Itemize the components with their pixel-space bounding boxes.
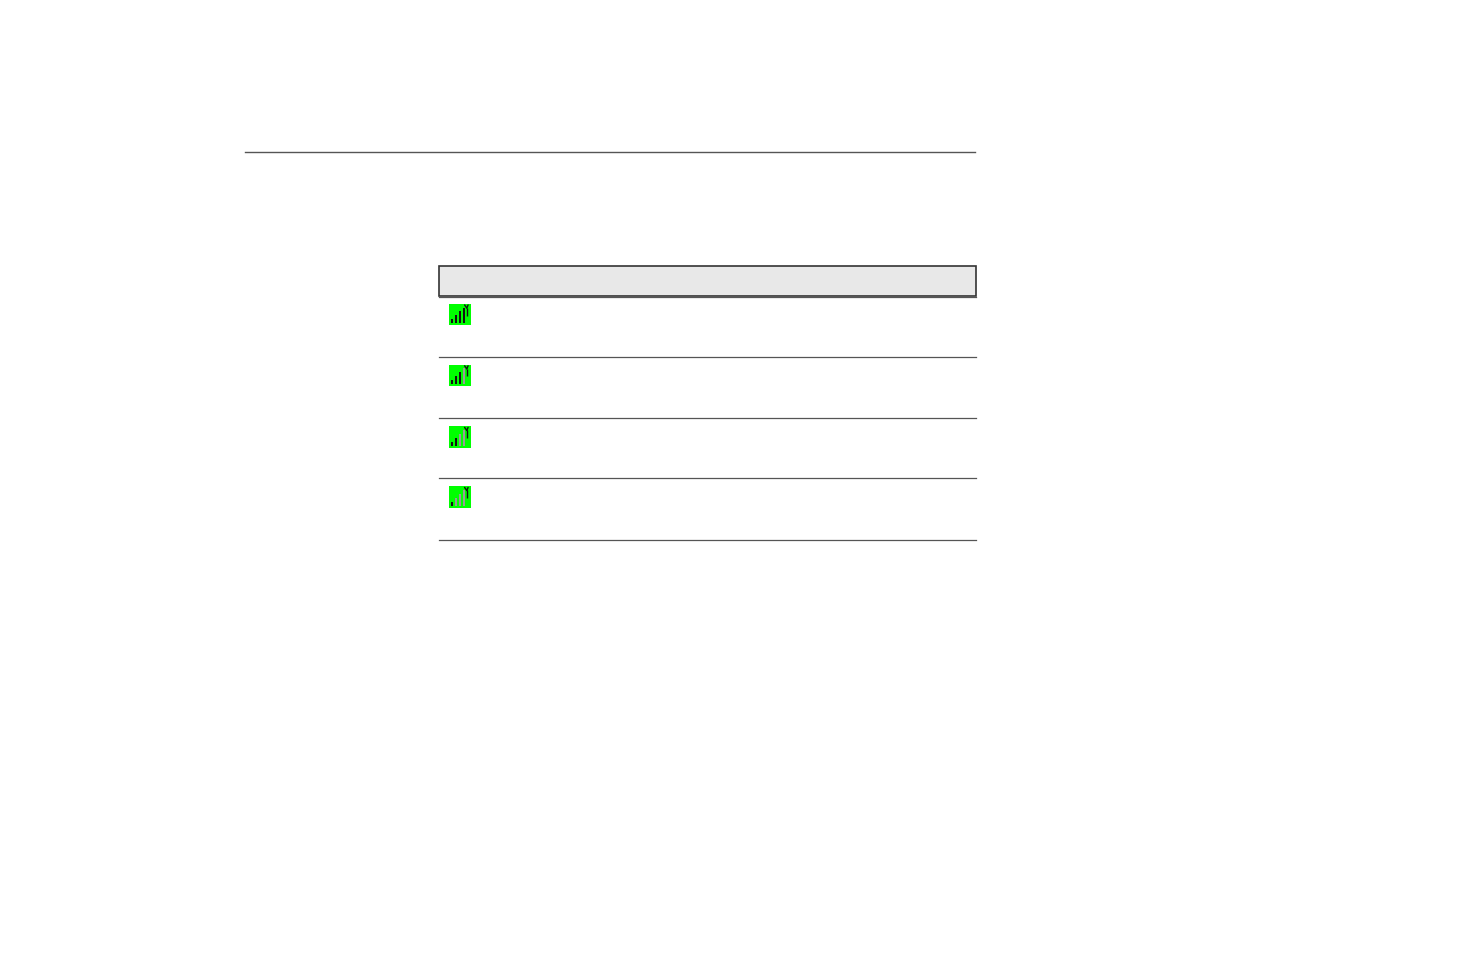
Bar bbox=[459, 495, 460, 506]
Bar bbox=[454, 376, 457, 384]
Bar bbox=[459, 435, 460, 446]
Bar bbox=[454, 498, 457, 506]
Bar bbox=[451, 320, 453, 324]
Bar bbox=[454, 316, 457, 324]
Bar bbox=[463, 491, 465, 506]
Bar bbox=[451, 502, 453, 506]
Bar bbox=[459, 312, 460, 324]
Bar bbox=[463, 308, 465, 324]
Bar bbox=[450, 365, 471, 387]
Bar bbox=[450, 427, 471, 448]
Bar bbox=[450, 487, 471, 508]
Bar bbox=[450, 304, 471, 326]
Bar bbox=[451, 442, 453, 446]
Bar bbox=[451, 380, 453, 384]
Bar bbox=[459, 373, 460, 384]
Bar bbox=[463, 431, 465, 446]
Bar bbox=[463, 369, 465, 384]
Bar bbox=[438, 267, 976, 296]
Bar bbox=[454, 438, 457, 446]
